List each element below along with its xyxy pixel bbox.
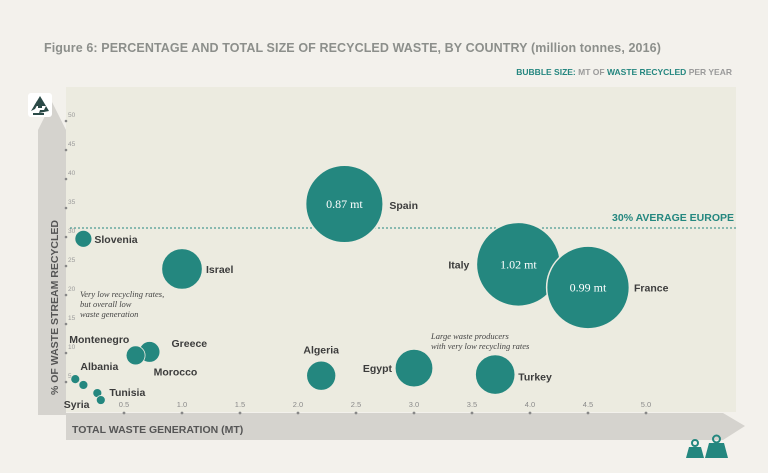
y-tick-label: 10 xyxy=(68,344,76,351)
y-tick-label: 50 xyxy=(68,112,76,119)
x-axis-label: TOTAL WASTE GENERATION (MT) xyxy=(72,424,243,436)
country-label: Albania xyxy=(80,361,118,373)
x-tick-label: 2.5 xyxy=(351,400,361,409)
country-label: Morocco xyxy=(154,366,198,378)
country-label: Turkey xyxy=(518,372,552,384)
x-tick-dot xyxy=(586,411,590,415)
x-tick-label: 1.0 xyxy=(177,400,187,409)
weights-icon xyxy=(686,434,728,458)
figure-title: Figure 6: PERCENTAGE AND TOTAL SIZE OF R… xyxy=(44,41,661,55)
x-tick-dot xyxy=(122,411,126,415)
bubble-albania xyxy=(78,380,89,390)
y-tick-label: 5 xyxy=(68,373,72,380)
annotation-line: with very low recycling rates xyxy=(431,341,530,351)
bubble-note-part4: PER YEAR xyxy=(688,67,732,77)
bubble-note-part1: BUBBLE SIZE: xyxy=(516,67,576,77)
bubble-slovenia xyxy=(74,229,93,248)
country-label: Slovenia xyxy=(94,234,137,246)
x-tick-label: 0.5 xyxy=(119,400,129,409)
y-tick-label: 45 xyxy=(68,141,76,148)
x-tick-dot xyxy=(470,411,474,415)
bubble-israel xyxy=(160,247,204,291)
x-tick-label: 3.0 xyxy=(409,400,419,409)
country-label: Israel xyxy=(206,264,234,276)
country-label: France xyxy=(634,283,669,295)
x-tick-label: 4.5 xyxy=(583,400,593,409)
y-tick-dot xyxy=(64,148,68,152)
country-label: Syria xyxy=(64,399,90,411)
bubble-montenegro xyxy=(70,374,81,385)
y-tick-label: 40 xyxy=(68,170,76,177)
country-label: Greece xyxy=(172,338,208,350)
y-tick-dot xyxy=(64,206,68,210)
y-tick-dot xyxy=(64,119,68,123)
x-tick-label: 3.5 xyxy=(467,400,477,409)
country-label: Italy xyxy=(448,259,469,271)
x-tick-label: 2.0 xyxy=(293,400,303,409)
x-tick-dot xyxy=(180,411,184,415)
x-axis-band xyxy=(66,413,745,440)
y-tick-dot xyxy=(64,264,68,268)
bubble-spain xyxy=(304,164,384,244)
y-tick-dot xyxy=(64,380,68,384)
country-label: Spain xyxy=(389,200,418,212)
country-label: Tunisia xyxy=(109,387,145,399)
y-tick-dot xyxy=(64,177,68,181)
x-tick-label: 4.0 xyxy=(525,400,535,409)
x-tick-label: 5.0 xyxy=(641,400,651,409)
country-label: Algeria xyxy=(303,345,339,357)
y-tick-label: 35 xyxy=(68,199,76,206)
x-tick-dot xyxy=(238,411,242,415)
y-tick-dot xyxy=(64,322,68,326)
x-tick-dot xyxy=(354,411,358,415)
annotation-line: waste generation xyxy=(80,309,138,319)
recycle-icon xyxy=(28,93,52,117)
y-tick-dot xyxy=(64,351,68,355)
bubble-france xyxy=(545,245,631,330)
x-tick-label: 1.5 xyxy=(235,400,245,409)
y-axis-band xyxy=(38,102,66,415)
y-tick-dot xyxy=(64,235,68,239)
y-tick-label: 15 xyxy=(68,315,76,322)
country-label: Montenegro xyxy=(69,334,129,346)
x-tick-dot xyxy=(644,411,648,415)
bubble-algeria xyxy=(306,360,337,391)
bubble-turkey xyxy=(475,354,516,395)
bubble-egypt xyxy=(394,348,434,388)
europe-average-label: 30% AVERAGE EUROPE xyxy=(612,212,734,224)
bubble-note-part3: WASTE RECYCLED xyxy=(606,67,687,77)
bubble-morocco xyxy=(125,345,146,366)
bubble-value-label: 0.99 mt xyxy=(570,281,607,295)
bubble-syria xyxy=(95,395,106,405)
y-axis-label: % OF WASTE STREAM RECYCLED xyxy=(49,220,61,395)
bubble-value-label: 0.87 mt xyxy=(326,197,363,211)
country-label: Egypt xyxy=(363,363,393,375)
annotation-line: Large waste producers xyxy=(430,331,509,341)
annotation-line: but overall low xyxy=(80,299,132,309)
y-tick-dot xyxy=(64,293,68,297)
y-tick-label: 25 xyxy=(68,257,76,264)
y-tick-label: 20 xyxy=(68,286,76,293)
x-tick-dot xyxy=(296,411,300,415)
annotation-line: Very low recycling rates, xyxy=(80,289,164,299)
y-tick-label: 30 xyxy=(68,228,76,235)
bubble-note-part2: MT OF xyxy=(578,67,605,77)
x-tick-dot xyxy=(412,411,416,415)
bubble-size-legend: BUBBLE SIZE: MT OF WASTE RECYCLED PER YE… xyxy=(516,67,732,77)
x-tick-dot xyxy=(528,411,532,415)
bubble-value-label: 1.02 mt xyxy=(500,257,537,271)
